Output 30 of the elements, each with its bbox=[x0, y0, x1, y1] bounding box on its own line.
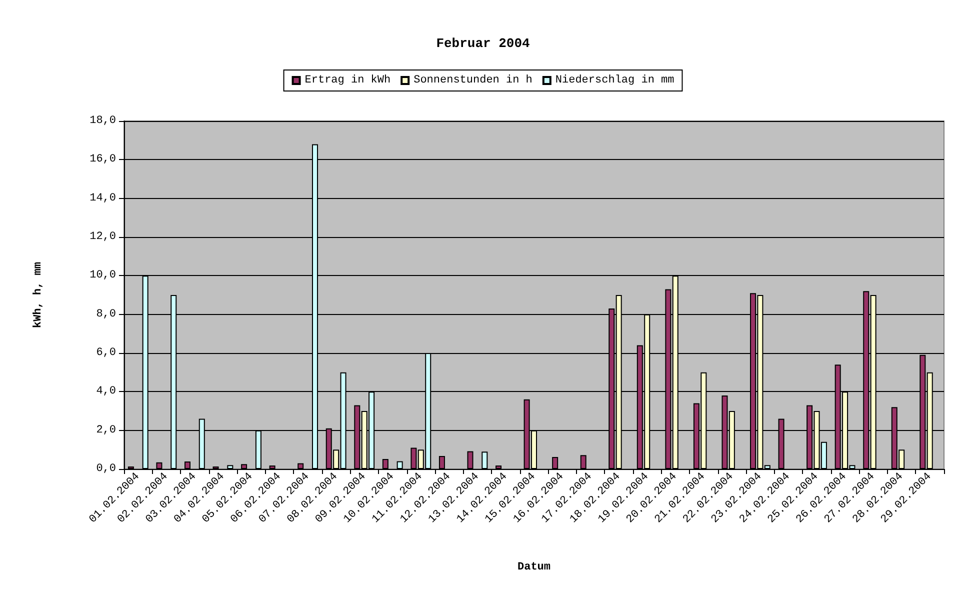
bar bbox=[396, 461, 403, 469]
y-tick-label: 18,0 bbox=[90, 115, 116, 127]
bar bbox=[438, 456, 445, 469]
bar bbox=[298, 463, 304, 469]
bar bbox=[269, 466, 276, 469]
y-tick-label: 16,0 bbox=[90, 154, 116, 166]
bar bbox=[496, 466, 502, 469]
bar bbox=[580, 455, 586, 469]
bar bbox=[382, 458, 388, 469]
y-tick-label: 0,0 bbox=[96, 463, 116, 475]
bar bbox=[467, 451, 474, 469]
y-tick-label: 6,0 bbox=[96, 347, 116, 359]
bar bbox=[241, 464, 248, 469]
legend-label: Niederschlag in mm bbox=[555, 74, 675, 86]
y-tick-label: 4,0 bbox=[96, 386, 116, 398]
chart-title: Februar 2004 bbox=[436, 36, 530, 51]
legend-label: Ertrag in kWh bbox=[304, 74, 391, 86]
bar bbox=[184, 461, 190, 469]
y-tick-label: 14,0 bbox=[90, 192, 116, 204]
y-axis-title: kWh, h, mm bbox=[32, 262, 44, 328]
bar bbox=[227, 465, 234, 469]
bar bbox=[156, 462, 162, 469]
y-tick-label: 12,0 bbox=[90, 231, 116, 243]
bar bbox=[552, 457, 558, 469]
legend-label: Sonnenstunden in h bbox=[414, 74, 532, 86]
y-tick-label: 2,0 bbox=[96, 424, 116, 436]
x-axis-title: Datum bbox=[517, 562, 551, 574]
y-tick-label: 10,0 bbox=[90, 270, 116, 282]
y-tick-label: 8,0 bbox=[96, 308, 116, 320]
bar bbox=[482, 452, 488, 469]
